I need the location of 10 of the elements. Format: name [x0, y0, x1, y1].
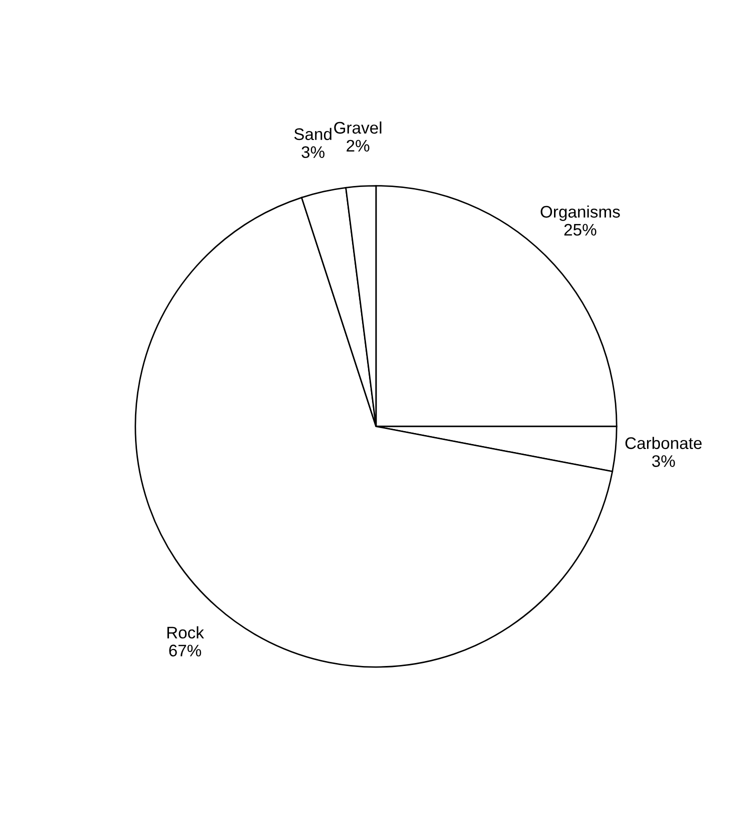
slice-label: Organisms [540, 205, 620, 221]
slice-label: Gravel [334, 121, 382, 134]
data-label: 25% [564, 224, 596, 236]
data-label: 67% [169, 644, 202, 656]
slice-label: Sand [294, 128, 332, 140]
data-label: 3% [652, 455, 675, 468]
slice-label: Rock [167, 626, 204, 639]
slice-label: Carbonate [625, 436, 702, 450]
data-label: 2% [346, 140, 370, 152]
data-label: 3% [302, 146, 324, 158]
